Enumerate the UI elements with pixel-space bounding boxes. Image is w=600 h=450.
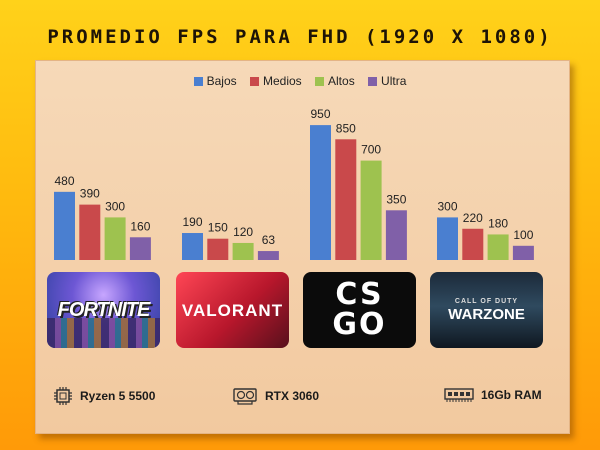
data-label: 390 (80, 187, 100, 201)
ram-module-icon (444, 388, 474, 402)
bar-medios (207, 238, 229, 260)
game-label-warzone: CALL OF DUTY WARZONE (448, 298, 525, 322)
spec-ram-label: 16Gb RAM (481, 388, 542, 402)
bar-altos (232, 242, 254, 260)
data-label: 700 (361, 143, 381, 157)
data-label: 850 (336, 121, 356, 135)
bar-ultra (512, 245, 534, 260)
data-label: 220 (463, 211, 483, 225)
data-label: 63 (262, 233, 276, 247)
data-label: 100 (513, 228, 533, 242)
data-label: 120 (233, 225, 253, 239)
valorant-logo: VALORANT (176, 272, 289, 348)
bar-medios (79, 204, 101, 260)
spec-gpu: RTX 3060 (232, 386, 319, 406)
bar-altos (104, 217, 126, 260)
data-label: 950 (310, 107, 330, 121)
warzone-logo: CALL OF DUTY WARZONE (430, 272, 543, 348)
game-title-warzone: WARZONE (448, 306, 525, 323)
data-label: 160 (130, 219, 150, 233)
data-label: 180 (488, 216, 508, 230)
game-label-csgo: CS GO (332, 277, 387, 342)
data-label: 480 (54, 174, 74, 188)
legend-label: Altos (328, 74, 355, 88)
bar-bajos (437, 217, 458, 260)
bar-altos (360, 160, 382, 260)
bar-group-warzone: 300 220 180 100 (437, 199, 534, 260)
data-label: 350 (386, 192, 406, 206)
legend-swatch (249, 77, 259, 86)
legend-item-ultra: Ultra (368, 74, 406, 88)
spec-gpu-label: RTX 3060 (265, 389, 320, 403)
bar-medios (462, 228, 484, 260)
game-sublabel-warzone: CALL OF DUTY (454, 298, 519, 305)
data-label: 300 (437, 199, 457, 213)
bar-group-cs-go: 950 850 700 350 (310, 107, 407, 260)
legend-item-medios: Medios (249, 74, 302, 88)
page-title: PROMEDIO FPS PARA FHD (1920 X 1080) (47, 26, 553, 48)
spec-cpu-label: Ryzen 5 5500 (80, 389, 156, 403)
legend-swatch (193, 77, 203, 86)
data-label: 300 (105, 199, 125, 213)
legend-label: Medios (262, 74, 302, 88)
fortnite-logo: FORTNITE (47, 272, 160, 348)
game-label-valorant: VALORANT (181, 300, 284, 320)
legend-item-bajos: Bajos (193, 74, 237, 88)
bar-altos (487, 234, 509, 260)
fortnite-artwork (47, 318, 160, 348)
bar-ultra (385, 210, 407, 260)
legend-label: Ultra (381, 74, 407, 88)
bar-ultra (129, 237, 151, 260)
spec-cpu: Ryzen 5 5500 (53, 386, 155, 406)
csgo-logo: CS GO (303, 272, 416, 348)
legend-swatch (315, 77, 325, 86)
legend-swatch (368, 77, 378, 86)
legend-label: Bajos (206, 74, 237, 88)
bar-bajos (310, 125, 331, 260)
game-label-fortnite: FORTNITE (57, 299, 151, 321)
chart-legend: Bajos Medios Altos Ultra (0, 74, 600, 88)
data-label: 150 (208, 221, 228, 235)
bar-bajos (54, 191, 75, 260)
bar-medios (335, 139, 357, 260)
legend-item-altos: Altos (315, 74, 355, 88)
data-label: 190 (182, 215, 202, 229)
bar-group-fortnite: 480 390 300 160 (54, 174, 151, 260)
bar-ultra (257, 251, 279, 260)
bar-group-valorant: 190 150 120 63 (182, 215, 279, 260)
bar-bajos (182, 233, 203, 260)
cpu-chip-icon (54, 387, 72, 405)
graphics-card-icon (233, 388, 257, 405)
spec-ram: 16Gb RAM (444, 386, 542, 404)
